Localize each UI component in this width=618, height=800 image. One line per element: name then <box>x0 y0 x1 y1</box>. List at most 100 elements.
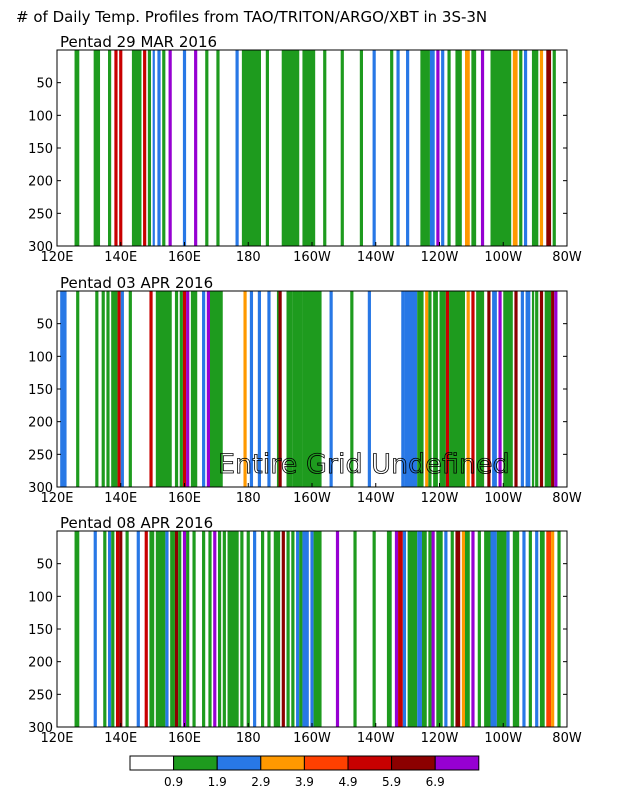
data-column <box>465 50 470 246</box>
x-tick-label: 120E <box>40 491 73 506</box>
data-column <box>476 291 485 487</box>
y-tick-label: 200 <box>28 175 53 190</box>
colorbar-segment <box>216 755 262 771</box>
data-column <box>243 291 247 487</box>
data-column <box>261 531 265 727</box>
data-column <box>394 531 399 727</box>
data-column <box>471 531 475 727</box>
y-tick-label: 50 <box>36 318 53 333</box>
data-column <box>406 50 410 246</box>
data-column <box>131 50 142 246</box>
data-column <box>286 291 293 487</box>
data-column <box>302 50 316 246</box>
data-column <box>353 531 357 727</box>
data-column <box>386 531 392 727</box>
data-column <box>273 531 281 727</box>
y-tick-label: 250 <box>28 207 53 222</box>
data-column <box>390 50 394 246</box>
data-column <box>205 50 209 246</box>
data-column <box>217 531 222 727</box>
data-column <box>168 50 172 246</box>
data-column <box>235 50 239 246</box>
y-tick-label: 300 <box>28 481 53 496</box>
x-tick-label: 160W <box>293 491 331 506</box>
data-column <box>544 291 552 487</box>
data-column <box>480 50 485 246</box>
data-column <box>267 291 271 487</box>
data-column <box>420 50 430 246</box>
panel-title: Pentad 29 MAR 2016 <box>60 33 217 51</box>
y-tick-label: 200 <box>28 416 53 431</box>
colorbar-segment <box>391 755 436 771</box>
data-column <box>445 291 450 487</box>
data-column <box>302 531 309 727</box>
data-column <box>546 531 552 727</box>
data-column <box>401 291 405 487</box>
y-tick-label: 300 <box>28 721 53 736</box>
data-column <box>471 50 477 246</box>
data-column <box>484 531 491 727</box>
data-column <box>512 531 520 727</box>
data-column <box>143 50 147 246</box>
data-column <box>182 531 187 727</box>
data-column <box>396 50 400 246</box>
data-column <box>174 291 179 487</box>
data-column <box>162 50 166 246</box>
data-column <box>414 531 418 727</box>
data-column <box>450 531 454 727</box>
y-tick-label: 200 <box>28 656 53 671</box>
data-column <box>350 291 354 487</box>
y-tick-label: 300 <box>28 240 53 255</box>
data-column <box>216 50 220 246</box>
colorbar-segment <box>173 755 218 771</box>
data-column <box>417 291 424 487</box>
data-column <box>208 531 212 727</box>
x-tick-label: 160W <box>293 731 331 746</box>
data-column <box>506 531 510 727</box>
data-column <box>359 50 363 246</box>
data-column <box>551 291 555 487</box>
data-column <box>335 531 340 727</box>
data-column <box>93 50 101 246</box>
data-column <box>477 531 481 727</box>
x-tick-label: 140W <box>357 731 395 746</box>
chart-title: # of Daily Temp. Profiles from TAO/TRITO… <box>16 8 487 26</box>
data-column <box>157 50 161 246</box>
data-column <box>249 291 254 487</box>
data-column <box>471 291 475 487</box>
data-column <box>444 531 448 727</box>
data-column <box>192 531 196 727</box>
x-tick-label: 160E <box>168 491 201 506</box>
x-tick-label: 140E <box>104 250 137 265</box>
data-column <box>155 291 172 487</box>
data-column <box>522 531 526 727</box>
data-column <box>286 50 300 246</box>
data-column <box>111 291 118 487</box>
y-tick-label: 100 <box>28 109 53 124</box>
x-tick-label: 120W <box>421 491 459 506</box>
data-column <box>74 531 80 727</box>
data-column <box>557 531 561 727</box>
colorbar-segment <box>303 755 349 771</box>
x-tick-label: 180 <box>236 491 261 506</box>
data-column <box>372 50 376 246</box>
data-column <box>525 291 531 487</box>
data-column <box>431 531 435 727</box>
x-tick-label: 120W <box>421 731 459 746</box>
data-column <box>372 531 376 727</box>
colorbar-label: 0.9 <box>164 775 183 789</box>
data-column <box>498 291 502 487</box>
colorbar: 0.9 1.9 2.9 3.9 4.9 5.9 6.9 <box>129 755 480 789</box>
data-column <box>241 50 261 246</box>
data-column <box>523 50 528 246</box>
data-column <box>313 531 322 727</box>
data-column <box>213 531 217 727</box>
data-column <box>165 531 169 727</box>
data-column <box>76 291 80 487</box>
data-column <box>340 50 344 246</box>
data-column <box>449 291 465 487</box>
data-column <box>149 291 153 487</box>
data-column <box>436 50 440 246</box>
y-tick-label: 150 <box>28 142 53 157</box>
x-tick-label: 160E <box>168 250 201 265</box>
